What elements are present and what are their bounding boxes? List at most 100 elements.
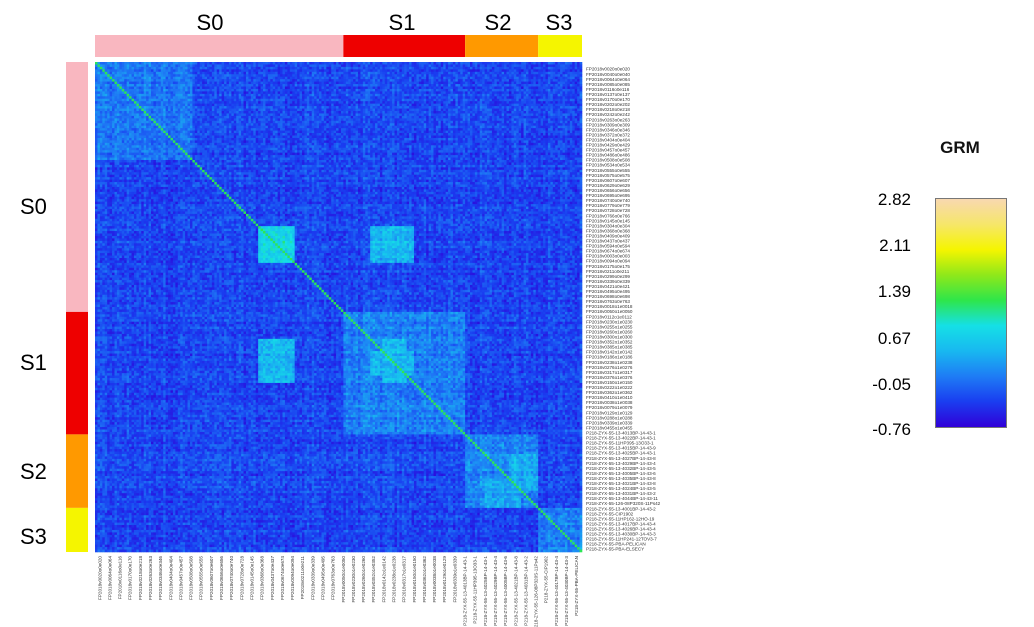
- heatmap-cell: [389, 120, 393, 124]
- heatmap-cell: [299, 76, 303, 80]
- heatmap-cell: [457, 98, 461, 102]
- heatmap-cell: [316, 64, 320, 68]
- heatmap-cell: [143, 108, 147, 112]
- heatmap-cell: [550, 98, 554, 102]
- heatmap-cell: [238, 118, 242, 122]
- heatmap-cell: [204, 88, 208, 92]
- heatmap-cell: [504, 91, 507, 95]
- heatmap-cell: [499, 81, 502, 85]
- heatmap-cell: [163, 113, 166, 117]
- heatmap-cell: [379, 86, 383, 90]
- heatmap-cell: [521, 86, 524, 90]
- heatmap-cell: [277, 71, 281, 75]
- heatmap-cell: [501, 106, 505, 109]
- heatmap-cell: [491, 64, 495, 68]
- heatmap-cell: [443, 71, 446, 75]
- heatmap-cell: [409, 103, 412, 107]
- heatmap-cell: [506, 76, 510, 80]
- heatmap-cell: [375, 120, 378, 124]
- heatmap-cell: [526, 113, 529, 117]
- heatmap-cell: [121, 88, 125, 92]
- heatmap-cell: [413, 103, 417, 107]
- heatmap-cell: [294, 96, 298, 100]
- heatmap-cell: [289, 76, 293, 80]
- heatmap-cell: [143, 120, 147, 124]
- heatmap-cell: [399, 88, 403, 92]
- heatmap-cell: [107, 74, 110, 77]
- heatmap-cell: [550, 69, 554, 73]
- heatmap-cell: [333, 79, 337, 82]
- heatmap-cell: [521, 79, 524, 82]
- heatmap-cell: [506, 98, 510, 102]
- heatmap-cell: [467, 81, 471, 85]
- heatmap-cell: [112, 118, 115, 122]
- heatmap-cell: [557, 64, 561, 68]
- heatmap-cell: [545, 93, 549, 97]
- heatmap-cell: [277, 66, 281, 70]
- heatmap-cell: [204, 62, 208, 65]
- heatmap-cell: [513, 91, 517, 95]
- heatmap-cell: [301, 113, 305, 117]
- heatmap-cell: [282, 62, 286, 65]
- heatmap-cell: [467, 88, 471, 92]
- heatmap-cell: [506, 106, 510, 109]
- heatmap-cell: [328, 88, 332, 92]
- heatmap-cell: [567, 118, 571, 122]
- heatmap-cell: [282, 113, 286, 117]
- heatmap-cell: [433, 106, 437, 109]
- heatmap-cell: [501, 64, 505, 68]
- heatmap-cell: [567, 84, 571, 87]
- heatmap-cell: [158, 76, 162, 80]
- heatmap-cell: [450, 93, 454, 97]
- heatmap-cell: [319, 106, 322, 109]
- heatmap-cell: [323, 108, 327, 112]
- heatmap-cell: [348, 120, 351, 124]
- heatmap-cell: [182, 79, 186, 82]
- heatmap-cell: [116, 86, 120, 90]
- heatmap-cell: [387, 86, 390, 90]
- heatmap-cell: [207, 103, 210, 107]
- heatmap-cell: [438, 62, 442, 65]
- heatmap-cell: [304, 96, 308, 100]
- heatmap-cell: [387, 93, 390, 97]
- heatmap-cell: [243, 115, 247, 119]
- heatmap-cell: [158, 84, 162, 87]
- heatmap-cell: [228, 113, 232, 117]
- heatmap-cell: [513, 84, 517, 87]
- heatmap-cell: [192, 111, 196, 114]
- heatmap-cell: [396, 118, 400, 122]
- heatmap-cell: [214, 86, 218, 90]
- heatmap-cell: [294, 113, 298, 117]
- heatmap-cell: [250, 69, 254, 73]
- heatmap-cell: [528, 106, 532, 109]
- heatmap-cell: [185, 76, 188, 80]
- heatmap-cell: [399, 84, 403, 87]
- heatmap-cell: [452, 76, 456, 80]
- heatmap-cell: [245, 76, 249, 80]
- heatmap-cell: [309, 64, 313, 68]
- heatmap-cell: [465, 76, 468, 80]
- heatmap-cell: [131, 76, 135, 80]
- heatmap-cell: [392, 108, 395, 112]
- heatmap-cell: [416, 106, 420, 109]
- heatmap-cell: [226, 66, 230, 70]
- heatmap-cell: [348, 108, 351, 112]
- heatmap-cell: [572, 103, 575, 107]
- heatmap-cell: [521, 120, 524, 124]
- heatmap-cell: [326, 96, 330, 100]
- heatmap-cell: [572, 93, 575, 97]
- heatmap-cell: [445, 111, 449, 114]
- heatmap-cell: [175, 88, 179, 92]
- heatmap-cell: [491, 62, 495, 65]
- heatmap-cell: [516, 120, 519, 124]
- heatmap-cell: [231, 62, 235, 65]
- heatmap-cell: [530, 101, 534, 104]
- heatmap-cell: [521, 84, 524, 87]
- heatmap-cell: [297, 91, 300, 95]
- heatmap-cell: [377, 115, 381, 119]
- heatmap-cell: [460, 118, 463, 122]
- heatmap-cell: [474, 84, 478, 87]
- heatmap-cell: [219, 71, 222, 75]
- heatmap-cell: [528, 96, 532, 100]
- heatmap-cell: [372, 103, 376, 107]
